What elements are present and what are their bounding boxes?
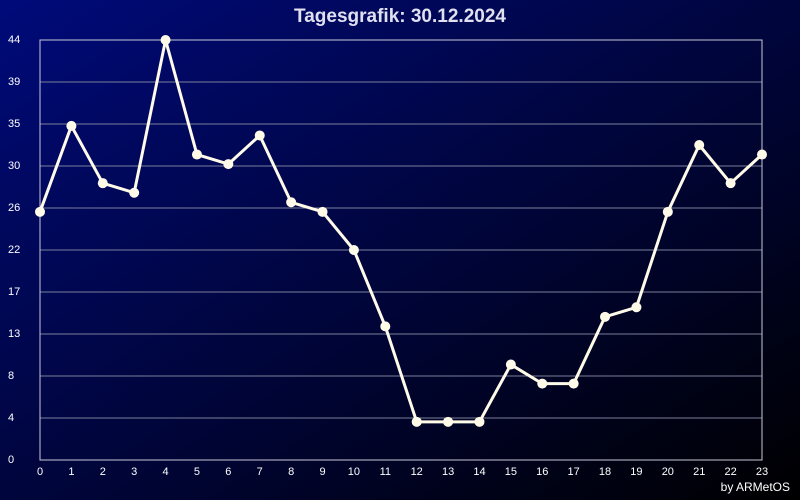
x-tick-label: 13 [442, 466, 454, 478]
y-tick-label: 30 [8, 160, 20, 172]
data-point [474, 416, 485, 427]
data-point [662, 206, 673, 217]
x-tick-label: 0 [37, 466, 43, 478]
x-tick-label: 12 [411, 466, 423, 478]
data-point [411, 416, 422, 427]
y-tick-label: 13 [8, 328, 20, 340]
data-point [254, 130, 265, 141]
x-tick-label: 18 [599, 466, 611, 478]
data-point [286, 197, 297, 208]
data-point [537, 378, 548, 389]
x-tick-label: 15 [505, 466, 517, 478]
data-point [568, 378, 579, 389]
x-tick-label: 6 [225, 466, 231, 478]
data-point [348, 245, 359, 255]
data-point [223, 159, 234, 170]
data-point [317, 206, 328, 217]
data-point [631, 302, 642, 313]
data-line [38, 38, 764, 424]
y-tick-label: 0 [8, 454, 14, 466]
data-point [66, 120, 77, 131]
x-tick-label: 8 [288, 466, 294, 478]
data-point [191, 149, 202, 160]
x-tick-label: 14 [473, 466, 485, 478]
plot-border [39, 39, 763, 461]
data-point [757, 149, 767, 160]
y-tick-label: 26 [8, 202, 20, 214]
y-tick-label: 44 [8, 34, 20, 46]
x-tick-label: 7 [257, 466, 263, 478]
x-tick-label: 23 [756, 466, 768, 478]
x-tick-label: 2 [100, 466, 106, 478]
x-tick-label: 4 [163, 466, 169, 478]
data-point [694, 140, 705, 150]
data-point [160, 35, 171, 45]
data-point [380, 321, 391, 332]
x-tick-label: 22 [724, 466, 736, 478]
x-tick-label: 21 [693, 466, 705, 478]
data-point [725, 178, 736, 189]
y-tick-label: 39 [8, 76, 20, 88]
chart-title: Tagesgrafik: 30.12.2024 [294, 6, 506, 27]
x-tick-label: 19 [630, 466, 642, 478]
x-tick-label: 1 [68, 466, 74, 478]
y-tick-label: 8 [8, 370, 14, 382]
x-tick-label: 9 [319, 466, 325, 478]
x-tick-label: 20 [662, 466, 674, 478]
y-tick-label: 17 [8, 286, 20, 298]
data-point [35, 206, 45, 217]
y-tick-label: 22 [8, 244, 20, 256]
data-point [443, 416, 454, 427]
x-tick-label: 16 [536, 466, 548, 478]
y-tick-label: 35 [8, 118, 20, 130]
y-tick-label: 4 [8, 412, 14, 424]
x-tick-label: 10 [348, 466, 360, 478]
data-point [505, 359, 516, 370]
data-point [600, 311, 611, 322]
data-point [97, 178, 108, 189]
credit: by ARMetOS [721, 480, 790, 494]
x-tick-label: 5 [194, 466, 200, 478]
x-tick-label: 11 [380, 466, 391, 478]
x-tick-label: 17 [568, 466, 580, 478]
x-tick-label: 3 [131, 466, 137, 478]
data-point [129, 187, 140, 198]
